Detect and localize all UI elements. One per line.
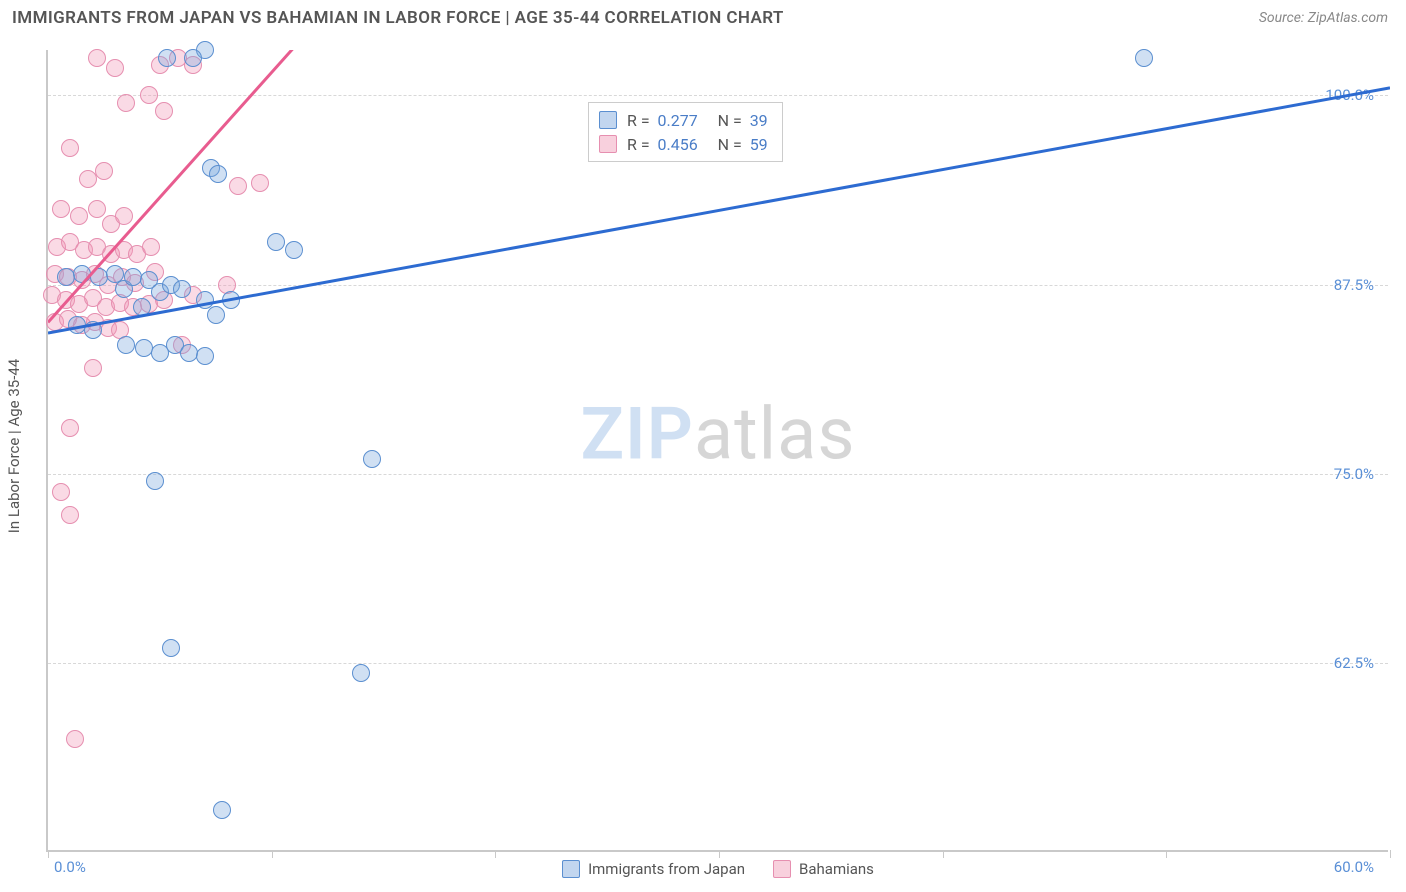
series-legend: Immigrants from Japan Bahamians <box>48 860 1388 878</box>
y-axis-title: In Labor Force | Age 35-44 <box>5 359 23 533</box>
stats-legend: R = 0.277 N = 39 R = 0.456 N = 59 <box>588 102 783 162</box>
source-attribution: Source: ZipAtlas.com <box>1259 10 1388 26</box>
swatch-pink-icon <box>773 860 791 878</box>
swatch-blue-icon <box>562 860 580 878</box>
trend-lines <box>48 50 1390 852</box>
swatch-pink-icon <box>599 135 617 153</box>
legend-item-bahamians: Bahamians <box>773 860 874 878</box>
stats-row-japan: R = 0.277 N = 39 <box>599 108 768 132</box>
x-tick <box>1390 850 1391 858</box>
legend-item-japan: Immigrants from Japan <box>562 860 745 878</box>
trend-line <box>48 50 305 322</box>
swatch-blue-icon <box>599 111 617 129</box>
scatter-plot: 62.5%75.0%87.5%100.0% ZIPatlas R = 0.277… <box>46 50 1388 852</box>
chart-title: IMMIGRANTS FROM JAPAN VS BAHAMIAN IN LAB… <box>12 8 784 28</box>
stats-row-bahamians: R = 0.456 N = 59 <box>599 132 768 156</box>
